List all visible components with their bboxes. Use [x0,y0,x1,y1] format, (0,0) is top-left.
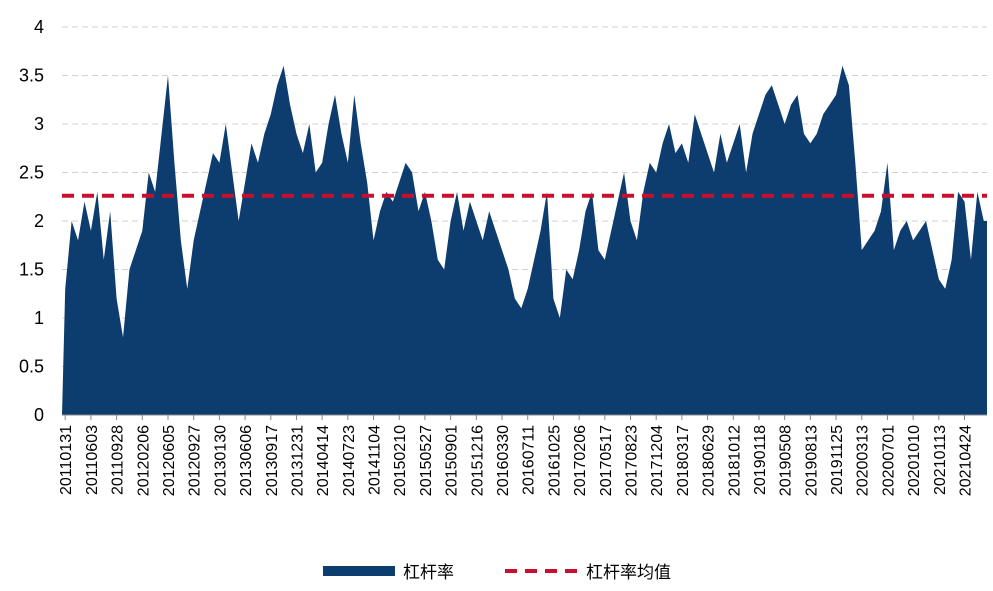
x-tick-label: 20200701 [880,425,897,496]
x-tick-label: 20181012 [726,425,743,496]
legend-swatch [323,566,395,576]
x-tick-label: 20180317 [675,425,692,496]
y-tick-label: 0 [34,405,44,425]
x-tick-label: 20210113 [932,425,949,495]
x-tick-label: 20170517 [598,425,615,496]
y-tick-label: 2 [34,211,44,231]
x-tick-label: 20130917 [264,425,281,496]
legend-label: 杠杆率 [403,563,454,583]
x-tick-label: 20110603 [84,425,101,495]
x-tick-label: 20120927 [187,425,204,496]
legend-label: 杠杆率均值 [586,563,671,583]
x-tick-label: 20150901 [444,425,461,496]
x-tick-label: 20190508 [778,425,795,496]
x-tick-label: 20130606 [238,425,255,496]
x-tick-label: 20160330 [495,425,512,496]
x-tick-label: 20140723 [341,425,358,496]
y-tick-label: 1 [34,308,44,328]
x-tick-label: 20170823 [623,425,640,496]
y-tick-label: 0.5 [19,357,44,377]
x-tick-label: 20140414 [315,425,332,496]
x-tick-label: 20141104 [367,425,384,495]
y-tick-label: 2.5 [19,163,44,183]
x-tick-label: 20200313 [855,425,872,496]
x-tick-label: 20150527 [418,425,435,496]
x-tick-label: 20161025 [546,425,563,496]
y-tick-label: 3 [34,114,44,134]
area [62,65,987,416]
x-tick-label: 20110928 [110,425,127,495]
x-tick-label: 20120206 [135,425,152,496]
x-tick-label: 20150210 [392,425,409,496]
x-tick-label: 20190118 [752,425,769,495]
x-tick-label: 20180629 [701,425,718,496]
y-tick-label: 3.5 [19,66,44,86]
x-tick-label: 20190813 [803,425,820,496]
y-tick-label: 4 [34,17,44,37]
x-tick-label: 20131231 [289,425,306,496]
x-tick-label: 20160711 [521,425,538,495]
x-tick-label: 20120605 [161,425,178,496]
x-tick-label: 20151216 [469,425,486,496]
x-tick-label: 20210424 [958,425,975,496]
x-tick-label: 20201010 [906,425,923,496]
x-tick-label: 20171204 [649,425,666,496]
x-tick-label: 20110131 [58,425,75,495]
y-tick-label: 1.5 [19,260,44,280]
x-tick-label: 20170206 [572,425,589,496]
x-tick-label: 20130130 [212,425,229,496]
x-tick-label: 20191125 [829,425,846,495]
